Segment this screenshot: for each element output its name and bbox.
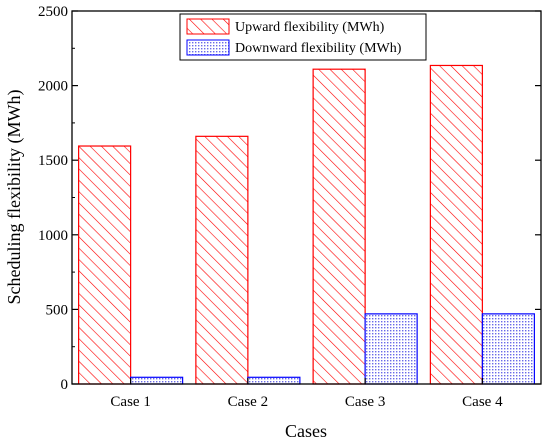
- x-tick-label: Case 4: [462, 394, 503, 410]
- x-axis-label: Cases: [285, 421, 327, 441]
- x-tick-label: Case 1: [110, 394, 150, 410]
- y-tick-label: 1000: [38, 228, 68, 244]
- bar-downward-2: [247, 376, 301, 385]
- legend-label-downward: Downward flexibility (MWh): [235, 41, 402, 56]
- x-tick-label: Case 2: [228, 394, 268, 410]
- y-tick-label: 1500: [38, 153, 68, 169]
- x-axis: Case 1 Case 2 Case 3 Case 4: [110, 378, 503, 410]
- legend-label-upward: Upward flexibility (MWh): [235, 20, 385, 35]
- legend-swatch-downward: [186, 39, 230, 56]
- y-axis: 0 500 1000 1500 2000 2500: [38, 4, 541, 393]
- bar-downward-1: [130, 376, 184, 385]
- bar-downward-4: [481, 313, 535, 385]
- legend-swatch-upward: [186, 18, 230, 35]
- bar-downward-3: [364, 313, 418, 385]
- y-tick-label: 500: [46, 302, 69, 318]
- bar-upward-3: [312, 68, 366, 385]
- legend: Upward flexibility (MWh) Downward flexib…: [179, 13, 427, 61]
- y-axis-label: Scheduling flexibility (MWh): [4, 90, 25, 305]
- x-tick-label: Case 3: [345, 394, 385, 410]
- y-tick-label: 2500: [38, 4, 68, 20]
- bar-upward-2: [195, 135, 249, 385]
- bar-upward-4: [429, 64, 483, 385]
- y-tick-label: 2000: [38, 79, 68, 95]
- bars-group: [78, 64, 535, 385]
- bar-upward-1: [78, 145, 132, 385]
- y-tick-label: 0: [61, 377, 69, 393]
